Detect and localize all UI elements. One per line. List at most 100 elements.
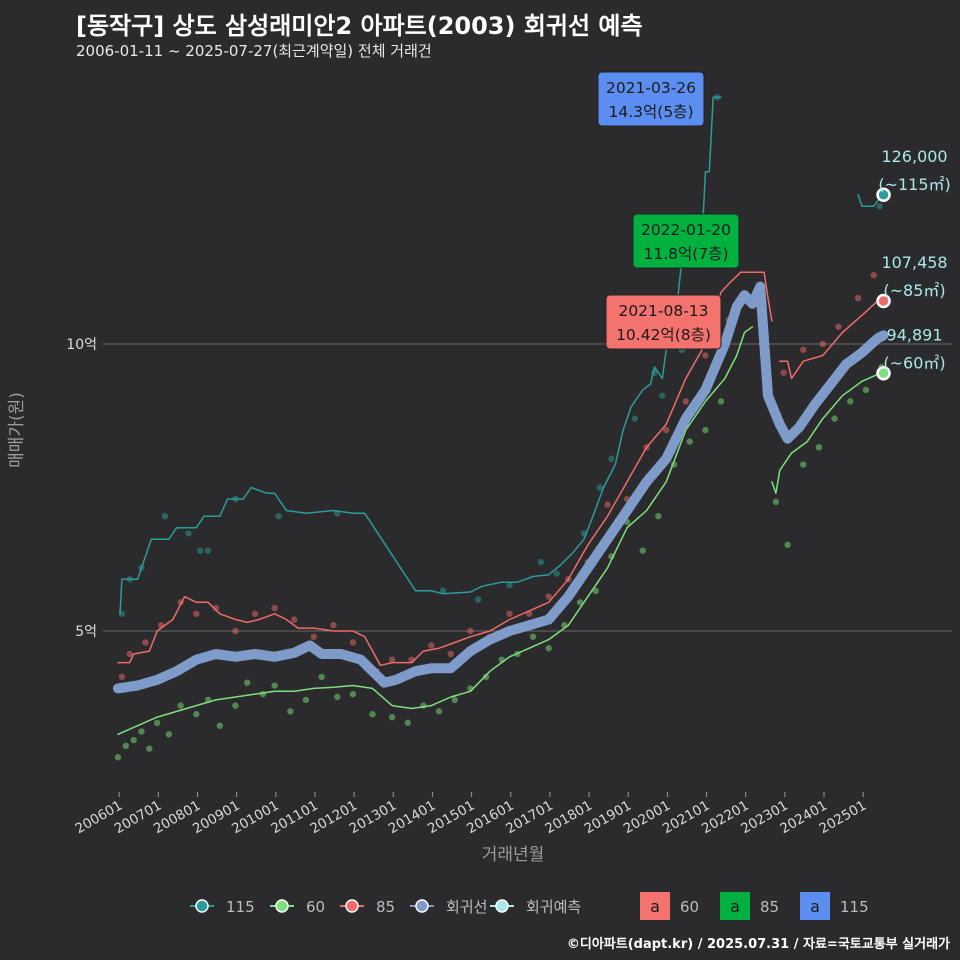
legend-swatch-dot [195,899,209,913]
y-axis-label: 매매가(원) [7,392,27,468]
scatter-point-60 [259,690,267,698]
forecast-size-label: (~115㎡) [878,175,950,194]
annotation-price: 11.8억(7층) [644,245,729,263]
scatter-point-115 [553,570,560,577]
legend-box-label: 60 [680,898,699,916]
scatter-point-85 [702,352,709,359]
series-line-115 [119,96,722,615]
legend-label: 60 [306,898,325,916]
scatter-point-60 [702,426,709,434]
annotation-115: 2021-03-26 14.3억(5층) [597,71,705,127]
scatter-point-85 [310,633,317,640]
annotation-date: 2021-03-26 [606,79,696,97]
annotation-60: 2021-08-13 10.42억(8층) [605,294,722,350]
scatter-point-85 [447,650,455,658]
chart-title: [동작구] 상도 삼성래미안2 아파트(2003) 회귀선 예측 [76,12,643,40]
legend-box-glyph: a [730,897,740,916]
scatter-point-60 [349,690,357,698]
scatter-point-115 [659,392,666,399]
annotation-box [632,213,740,269]
series-line-reg [113,281,889,694]
scatter-point-115 [631,415,639,422]
legend-label: 회귀예측 [526,898,581,916]
scatter-point-60 [862,386,870,394]
scatter-point-85 [854,294,862,302]
scatter-point-115 [439,587,447,595]
scatter-point-85 [819,340,827,348]
annotations: 2021-03-26 14.3억(5층) 2022-01-20 11.8억(7층) 20… [597,71,740,350]
scatter-point-85 [118,673,126,681]
annotation-date: 2022-01-20 [641,221,731,239]
legend-swatch-dot [345,899,359,913]
forecast-size-label: (~85㎡) [883,281,945,300]
scatter-point-60 [545,645,552,652]
scatter-point-60 [592,587,599,595]
scatter-point-60 [784,541,791,549]
scatter-point-60 [847,398,854,405]
scatter-point-115 [608,455,615,462]
scatter-point-85 [545,593,552,600]
legend-box-swatch [720,892,750,920]
scatter-point-115 [876,203,883,210]
footer-credit: ©디아파트(dapt.kr) / 2025.07.31 / 자료=국토교통부 실… [566,937,950,952]
scatter-point-60 [130,736,137,744]
legend-box-glyph: a [810,897,820,916]
scatter-point-60 [153,719,161,727]
scatter-point-60 [369,711,376,718]
forecast-size-label: (~60㎡) [883,353,945,372]
legend-item: 60 [270,898,325,916]
scatter-point-85 [835,323,842,330]
scatter-point-115 [506,581,513,589]
legend-item: 115 [190,898,255,916]
scatter-point-115 [596,484,603,491]
legend-box-glyph: a [650,897,660,916]
scatter-point-85 [682,398,689,405]
legend-item: 회귀선 [410,898,487,916]
legend-label: 회귀선 [446,898,487,916]
scatter-point-115 [275,513,282,520]
scatter-point-115 [204,547,212,554]
series-lines [113,96,889,736]
scatter-point-60 [800,461,807,468]
forecast-value-label: 126,000 [881,147,947,166]
chart-subtitle: 2006-01-11 ~ 2025-07-27(최근계약일) 전체 거래건 [76,42,432,60]
scatter-point-85 [142,639,149,646]
series-line-60 [117,326,754,736]
annotation-price: 14.3억(5층) [609,103,694,121]
scatter-point-85 [271,604,278,612]
scatter-point-60 [482,673,490,681]
scatter-point-60 [114,754,122,761]
scatter-point-60 [529,633,537,640]
legend-label: 85 [376,898,395,916]
scatter-point-60 [772,498,780,506]
scatter-point-85 [428,642,435,649]
forecast-points: 126,000 (~115㎡) 107,458 (~85㎡) 94,891 (~60㎡) [876,147,951,381]
scatter-point-60 [451,696,458,704]
scatter-points [114,93,885,761]
scatter-point-60 [420,702,427,709]
scatter-point-85 [663,426,670,434]
forecast-value-label: 107,458 [881,253,947,272]
scatter-point-60 [302,696,310,704]
annotation-price: 10.42억(8층) [616,326,711,344]
scatter-point-60 [271,682,278,689]
scatter-point-85 [291,616,298,623]
scatter-point-60 [334,693,341,701]
scatter-point-60 [576,599,584,606]
scatter-point-85 [330,622,337,629]
legend-box-item: a 115 [800,892,869,920]
scatter-point-60 [655,513,662,520]
scatter-point-60 [815,444,823,451]
annotation-date: 2021-08-13 [618,302,708,320]
scatter-point-60 [216,722,224,729]
scatter-point-85 [780,369,787,376]
scatter-point-60 [435,708,443,715]
legend-swatch-dot [275,899,289,913]
series-line-85b [779,300,885,380]
scatter-point-85 [349,639,357,646]
scatter-point-115 [475,596,482,603]
legend-swatch-dot [495,899,509,913]
scatter-point-85 [251,610,259,617]
scatter-point-60 [717,398,725,405]
